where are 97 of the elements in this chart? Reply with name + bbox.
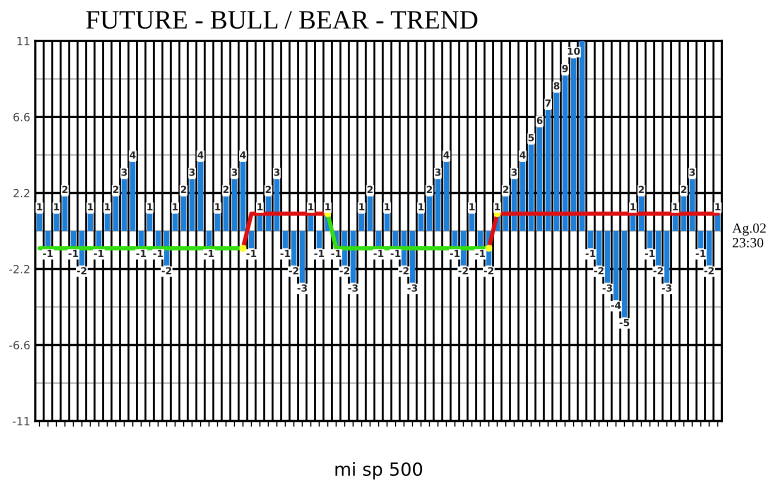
data-label: 3 [511, 168, 517, 176]
data-label: -1 [586, 250, 596, 258]
data-label: 2 [503, 186, 508, 194]
data-label: 3 [189, 168, 195, 176]
data-label: 1 [172, 203, 178, 210]
data-label: 1 [325, 203, 330, 210]
data-label: 4 [130, 151, 136, 158]
data-label: -3 [662, 284, 672, 292]
x-axis-title: mi sp 500 [336, 462, 422, 480]
data-label: 2 [62, 186, 68, 194]
data-label: -1 [153, 250, 163, 258]
bar [579, 40, 585, 231]
data-label: 9 [562, 64, 568, 72]
data-label: 3 [274, 168, 280, 176]
data-label: 1 [470, 203, 475, 210]
data-label: 6 [536, 116, 543, 124]
y-tick-label: 2.2 [14, 188, 30, 198]
data-label: -3 [297, 284, 307, 292]
data-label: 1 [418, 203, 424, 210]
data-label: -2 [484, 267, 494, 274]
bar [180, 196, 186, 231]
chart-title: FUTURE - BULL / BEAR - TREND [86, 11, 478, 29]
data-label: 7 [545, 100, 551, 107]
data-label: -4 [611, 302, 621, 309]
data-label: 4 [443, 151, 450, 158]
data-label: 1 [715, 203, 720, 210]
data-label: -1 [450, 250, 460, 258]
data-label: -2 [76, 267, 86, 274]
data-label: 1 [54, 203, 60, 210]
y-tick-label: -11 [12, 417, 30, 426]
data-label: 1 [384, 203, 390, 210]
data-label: 1 [105, 203, 110, 210]
data-label: -1 [475, 250, 486, 258]
bar [113, 196, 118, 231]
data-label: 2 [180, 186, 186, 194]
data-label: 1 [630, 203, 636, 210]
data-label: 1 [494, 203, 500, 210]
data-label: -2 [162, 267, 172, 274]
data-label: -1 [43, 250, 53, 258]
data-label: -2 [653, 267, 663, 274]
data-label: -1 [136, 250, 146, 258]
data-label: 2 [266, 186, 271, 194]
data-label: -1 [644, 250, 655, 258]
data-label: 8 [554, 82, 560, 90]
data-label: -3 [602, 284, 612, 292]
bar [62, 196, 68, 231]
data-label: -1 [390, 250, 400, 258]
y-tick-label: 6.6 [13, 112, 30, 122]
data-label: 1 [37, 203, 42, 210]
data-label: 2 [113, 186, 118, 194]
data-label: 5 [528, 134, 534, 142]
data-label: -3 [408, 284, 418, 292]
data-label: 1 [258, 203, 263, 210]
data-label: -2 [399, 267, 409, 274]
data-label: 2 [681, 186, 686, 194]
data-label: 1 [308, 203, 314, 210]
y-tick-label: 11 [17, 37, 30, 46]
data-label: -1 [696, 250, 706, 258]
data-label: 1 [88, 203, 94, 210]
data-label: 2 [638, 186, 644, 194]
y-tick-label: -6.6 [9, 340, 30, 350]
data-label: -2 [458, 267, 468, 274]
data-label: 4 [520, 151, 526, 158]
data-label: -3 [348, 284, 358, 292]
data-label: 2 [223, 186, 229, 194]
data-label: -1 [246, 250, 256, 258]
data-label: -1 [314, 250, 324, 258]
data-label: -1 [68, 250, 78, 258]
bar [367, 196, 373, 231]
data-label: -1 [204, 250, 214, 258]
data-label: 3 [690, 168, 695, 176]
data-label: -2 [704, 267, 714, 274]
data-label: -5 [620, 319, 630, 326]
data-label: -1 [280, 250, 290, 258]
data-label: -2 [288, 267, 298, 274]
text: Ag.02 23:30 [732, 223, 766, 248]
data-label: 10 [568, 48, 580, 55]
data-label: -1 [331, 250, 341, 258]
data-label: -2 [594, 267, 604, 274]
bar [537, 127, 542, 231]
data-label: -2 [340, 267, 350, 274]
bar [223, 196, 229, 231]
data-label: 1 [147, 203, 152, 210]
data-label: 2 [367, 186, 373, 194]
y-tick-label: -2.2 [9, 264, 30, 274]
data-label: 4 [198, 151, 204, 158]
data-label: 2 [426, 186, 432, 194]
data-label: 3 [435, 168, 441, 176]
data-label: -1 [94, 250, 104, 258]
data-label: 4 [240, 151, 246, 158]
data-label: 3 [232, 168, 238, 176]
data-label: -1 [374, 250, 384, 258]
data-label: 1 [215, 203, 220, 210]
data-label: 3 [122, 168, 127, 176]
bar [426, 196, 432, 231]
data-label: 1 [359, 203, 364, 210]
data-label: 1 [673, 203, 678, 210]
